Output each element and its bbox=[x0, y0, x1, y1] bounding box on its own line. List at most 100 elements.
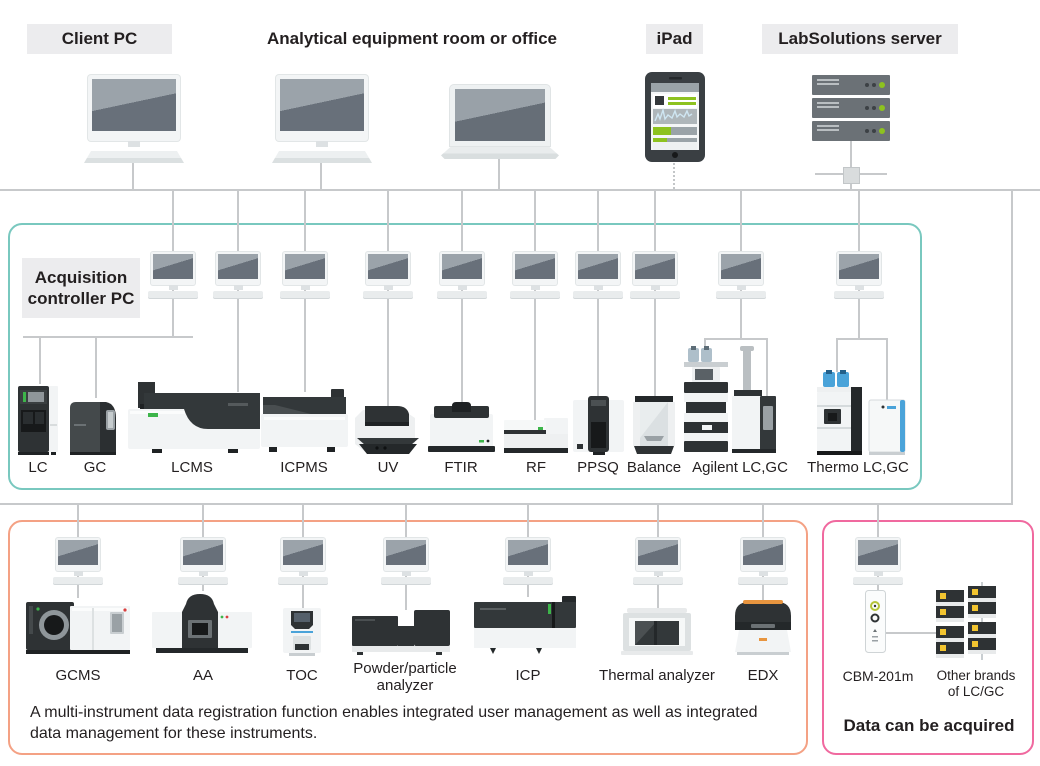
acquisition-controller-pc-label: Acquisition controller PC bbox=[22, 258, 140, 318]
edx-label: EDX bbox=[747, 667, 779, 684]
switch-left-line bbox=[815, 173, 843, 175]
monitor-screen bbox=[719, 252, 763, 290]
agilent-lc-gc-label: Agilent LC,GC bbox=[692, 459, 788, 476]
multi-pc-icon bbox=[178, 538, 228, 584]
acquisition-pc-icon bbox=[573, 252, 623, 298]
monitor-screen bbox=[440, 252, 484, 290]
office-pc-icon bbox=[272, 75, 372, 163]
gcms-instrument-icon bbox=[26, 598, 130, 656]
lcms-instrument-icon bbox=[128, 380, 260, 456]
cbm-pc-icon bbox=[853, 538, 903, 584]
monitor-screen bbox=[276, 75, 368, 147]
acq-link-line bbox=[534, 189, 536, 424]
gc-instrument-icon bbox=[66, 398, 120, 456]
balance-label: Balance bbox=[626, 459, 682, 476]
acq-link-line bbox=[304, 189, 306, 392]
switch-right-line bbox=[859, 173, 887, 175]
acquisition-pc-icon bbox=[834, 252, 884, 298]
ftir-instrument-icon bbox=[428, 402, 495, 456]
labsolutions-server-label: LabSolutions server bbox=[762, 24, 958, 54]
laptop-link-line bbox=[498, 158, 500, 189]
monitor-keyboard bbox=[510, 291, 560, 298]
thermal-analyzer-instrument-icon bbox=[621, 608, 693, 656]
monitor-screen bbox=[366, 252, 410, 290]
cbm-to-other-line bbox=[884, 632, 942, 634]
other-brands-lc-gc-instrument-icon bbox=[936, 582, 998, 660]
rf-instrument-icon bbox=[504, 418, 568, 456]
lower-network-backbone-line bbox=[0, 503, 1013, 505]
aa-instrument-icon bbox=[152, 590, 252, 656]
data-acquired-group-box bbox=[822, 520, 1034, 755]
multi-pc-icon bbox=[278, 538, 328, 584]
toc-instrument-icon bbox=[281, 608, 323, 656]
multi-instrument-note: A multi-instrument data registration fun… bbox=[30, 704, 758, 743]
powder-particle-label: Powder/particle analyzer bbox=[353, 660, 457, 695]
uv-label: UV bbox=[377, 459, 399, 476]
monitor-keyboard bbox=[834, 291, 884, 298]
monitor-keyboard bbox=[738, 577, 788, 584]
lcms-label: LCMS bbox=[171, 459, 213, 476]
monitor-screen bbox=[576, 252, 620, 290]
edx-instrument-icon bbox=[729, 600, 797, 656]
monitor-screen bbox=[181, 538, 225, 576]
monitor-keyboard bbox=[280, 291, 330, 298]
lc-gc-branch-line bbox=[23, 336, 193, 338]
balance-instrument-icon bbox=[630, 396, 678, 456]
office-pc-link-line bbox=[320, 161, 322, 189]
cbm-201m-label: CBM-201m bbox=[842, 668, 914, 684]
powder-particle-instrument-icon bbox=[352, 610, 458, 656]
acquisition-group-box bbox=[8, 223, 922, 490]
acquisition-pc-icon bbox=[630, 252, 680, 298]
client-pc-icon bbox=[84, 75, 184, 163]
monitor-screen bbox=[151, 252, 195, 290]
monitor-screen bbox=[837, 252, 881, 290]
thermo-lc-gc-label: Thermo LC,GC bbox=[807, 459, 909, 476]
multi-pc-icon bbox=[503, 538, 553, 584]
multi-instrument-group-box bbox=[8, 520, 808, 755]
top-network-backbone-line bbox=[0, 189, 1040, 191]
lc-instrument-icon bbox=[18, 384, 58, 456]
acquisition-pc-icon bbox=[437, 252, 487, 298]
monitor-screen bbox=[856, 538, 900, 576]
multi-pc-icon bbox=[381, 538, 431, 584]
monitor-keyboard bbox=[573, 291, 623, 298]
ipad-icon bbox=[645, 72, 705, 162]
gc-label: GC bbox=[83, 459, 107, 476]
aa-label: AA bbox=[192, 667, 213, 684]
gc-drop-line bbox=[95, 338, 97, 398]
uv-instrument-icon bbox=[353, 404, 423, 456]
data-can-be-acquired-text: Data can be acquired bbox=[843, 716, 1015, 735]
monitor-screen bbox=[633, 252, 677, 290]
gcms-label: GCMS bbox=[55, 667, 101, 684]
ipad-wireless-link-line bbox=[673, 160, 675, 189]
icp-instrument-icon bbox=[474, 596, 582, 656]
thermal-analyzer-label: Thermal analyzer bbox=[599, 667, 715, 684]
monitor-keyboard bbox=[716, 291, 766, 298]
icpms-label: ICPMS bbox=[280, 459, 328, 476]
thermo-gc-drop-line bbox=[886, 340, 888, 402]
acquisition-pc-icon bbox=[213, 252, 263, 298]
acq-link-line bbox=[237, 189, 239, 392]
acquisition-pc-icon bbox=[280, 252, 330, 298]
monitor-keyboard bbox=[853, 577, 903, 584]
monitor-keyboard bbox=[53, 577, 103, 584]
monitor-keyboard bbox=[213, 291, 263, 298]
monitor-screen bbox=[513, 252, 557, 290]
monitor-keyboard bbox=[503, 577, 553, 584]
laptop-icon bbox=[441, 85, 559, 159]
right-riser-line bbox=[1011, 189, 1013, 505]
laptop-screen bbox=[450, 85, 550, 146]
monitor-keyboard bbox=[148, 291, 198, 298]
monitor-screen bbox=[281, 538, 325, 576]
icpms-instrument-icon bbox=[261, 389, 348, 457]
rf-label: RF bbox=[526, 459, 546, 476]
ppsq-label: PPSQ bbox=[577, 459, 619, 476]
monitor-screen bbox=[384, 538, 428, 576]
agilent-lc-gc-instrument-icon bbox=[684, 346, 776, 456]
monitor-screen bbox=[506, 538, 550, 576]
lc-label: LC bbox=[28, 459, 48, 476]
icp-label: ICP bbox=[515, 667, 541, 684]
acquisition-pc-icon bbox=[510, 252, 560, 298]
server-stem-line bbox=[850, 141, 852, 167]
